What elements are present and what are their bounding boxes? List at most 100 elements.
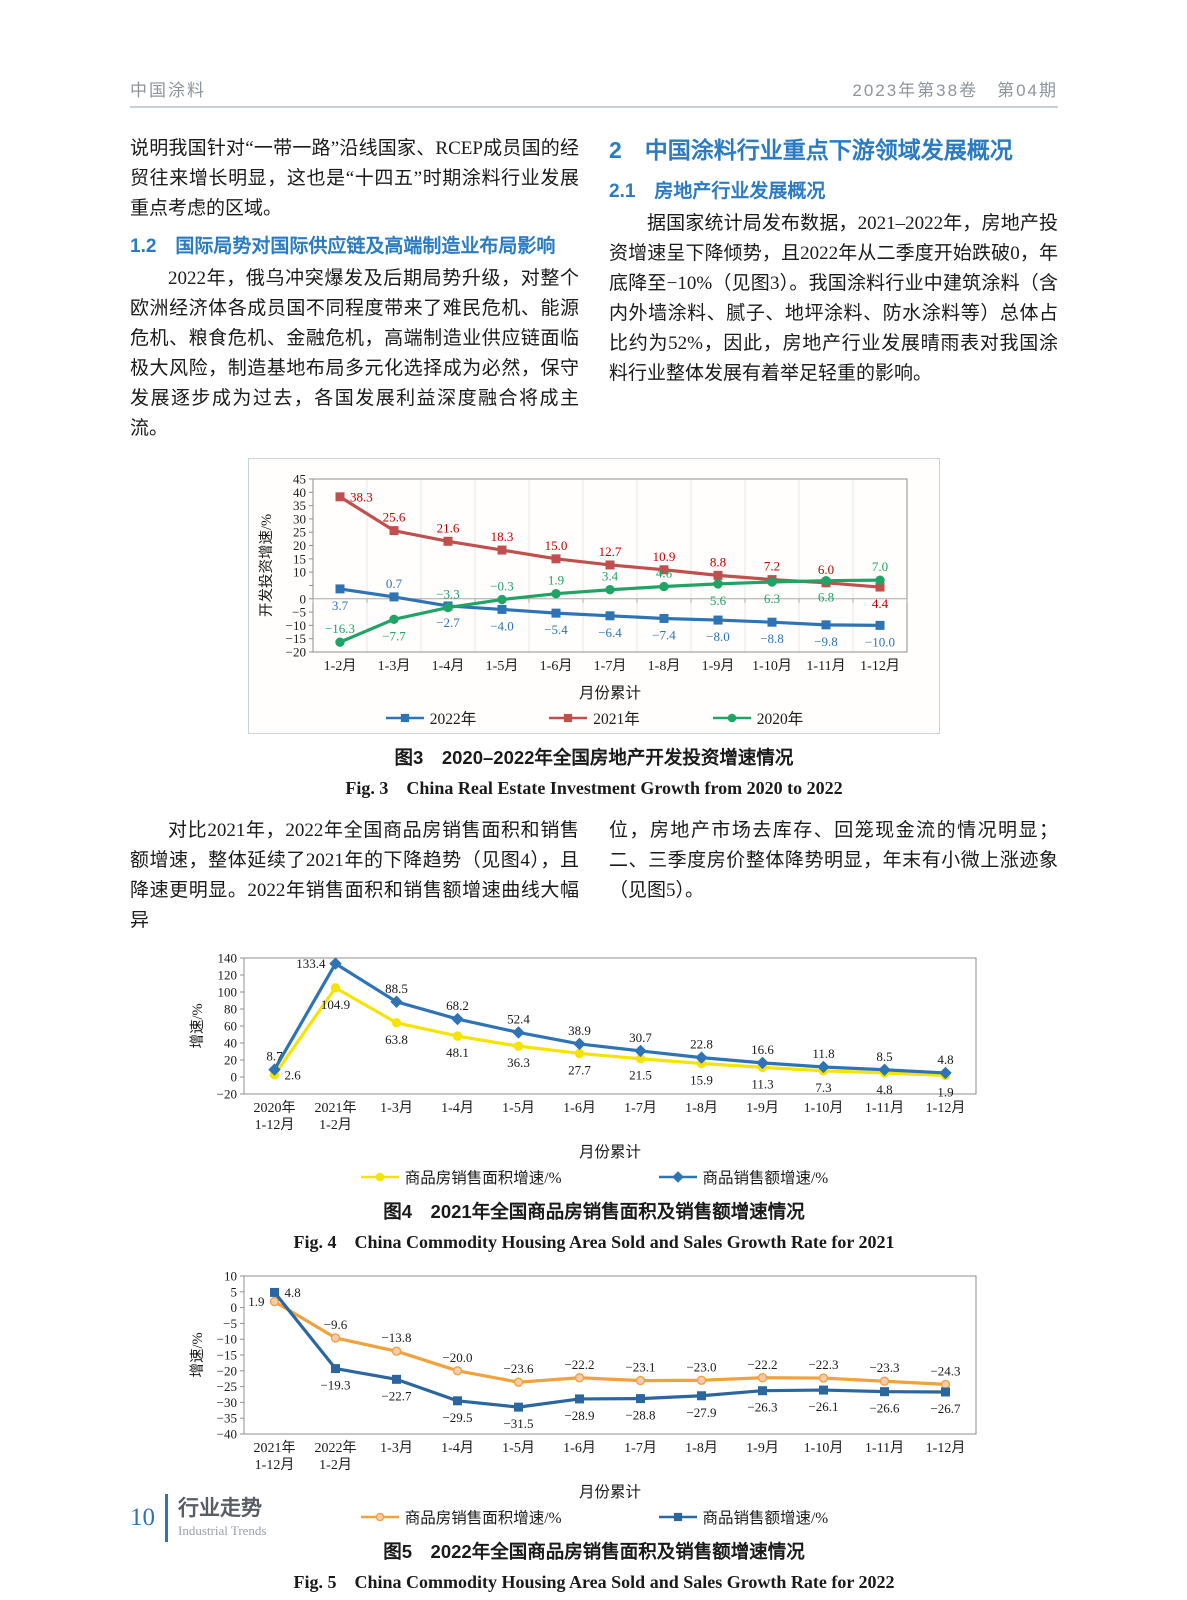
svg-text:−22.2: −22.2 (564, 1357, 594, 1372)
svg-text:增速/%: 增速/% (189, 1332, 206, 1377)
left-column: 说明我国针对“一带一路”沿线国家、RCEP成员国的经贸往来增长明显，这也是“十四… (130, 134, 579, 444)
svg-text:−8.8: −8.8 (760, 631, 784, 646)
legend-label: 商品销售额增速/% (702, 1170, 829, 1187)
svg-text:1.9: 1.9 (548, 573, 564, 588)
svg-text:1-3月: 1-3月 (378, 658, 411, 674)
svg-text:11.3: 11.3 (751, 1076, 773, 1091)
legend-label: 2022年 (429, 711, 477, 728)
legend-marker-icon (385, 713, 424, 723)
svg-text:1-6月: 1-6月 (563, 1440, 596, 1456)
svg-text:48.1: 48.1 (446, 1045, 469, 1060)
svg-text:−9.8: −9.8 (814, 634, 838, 649)
svg-text:68.2: 68.2 (446, 998, 469, 1013)
svg-text:4.8: 4.8 (876, 1082, 892, 1097)
figure-3-legend: 2022年 2021年 2020年 (257, 707, 931, 729)
svg-text:80: 80 (224, 1002, 237, 1017)
svg-text:38.3: 38.3 (350, 489, 373, 504)
figure-5-chart: −40 −35 −30 −25 −20 −15 −10 −5 0 5 10 2021年 1-12月 202… (188, 1264, 998, 1502)
svg-text:104.9: 104.9 (321, 997, 350, 1012)
svg-text:40: 40 (293, 485, 306, 500)
svg-text:1-12月: 1-12月 (926, 1440, 966, 1456)
svg-text:−7.4: −7.4 (652, 627, 676, 642)
figure-3-caption: 图3 2020–2022年全国房地产开发投资增速情况 Fig. 3 China … (248, 744, 940, 800)
svg-text:88.5: 88.5 (385, 981, 408, 996)
svg-text:1-4月: 1-4月 (441, 1440, 474, 1456)
legend-label: 商品房销售面积增速/% (404, 1170, 562, 1187)
svg-text:20: 20 (224, 1053, 237, 1068)
footer-section-en: Industrial Trends (178, 1522, 267, 1538)
svg-text:1-7月: 1-7月 (624, 1100, 657, 1116)
line-chart-svg: −20 0 20 40 60 80 100 120 140 2020年 1-12月 2021年 1-2月… (189, 951, 977, 1161)
svg-text:−30: −30 (217, 1395, 237, 1410)
svg-text:36.3: 36.3 (507, 1055, 530, 1070)
svg-text:52.4: 52.4 (507, 1011, 530, 1026)
svg-text:−24.3: −24.3 (930, 1363, 960, 1378)
body-columns: 对比2021年，2022年全国商品房销售面积和销售额增速，整体延续了2021年的… (130, 816, 1058, 936)
svg-text:−35: −35 (217, 1411, 237, 1426)
figure-caption-en: Fig. 3 China Real Estate Investment Grow… (345, 778, 843, 798)
svg-text:8.7: 8.7 (266, 1049, 283, 1064)
svg-text:16.6: 16.6 (751, 1042, 774, 1057)
svg-text:1-10月: 1-10月 (804, 1440, 844, 1456)
svg-text:−10.0: −10.0 (865, 634, 895, 649)
svg-text:−16.3: −16.3 (325, 621, 355, 636)
svg-text:−20.0: −20.0 (442, 1350, 472, 1365)
svg-text:4.4: 4.4 (872, 596, 889, 611)
svg-text:4.8: 4.8 (937, 1052, 953, 1067)
page-number: 10 (130, 1504, 155, 1531)
svg-text:1-6月: 1-6月 (540, 658, 573, 674)
svg-text:−20: −20 (217, 1087, 237, 1102)
svg-text:−27.9: −27.9 (686, 1405, 716, 1420)
legend-item: 2020年 (712, 707, 804, 729)
svg-text:120: 120 (218, 968, 238, 983)
svg-text:−0.3: −0.3 (490, 579, 514, 594)
svg-text:100: 100 (218, 985, 238, 1000)
section-heading-1-2: 1.2 国际局势对国际供应链及高端制造业布局影响 (130, 236, 556, 257)
page-footer: 10 行业走势 Industrial Trends (130, 1494, 266, 1542)
legend-marker-icon (549, 713, 588, 723)
svg-text:月份累计: 月份累计 (579, 1143, 641, 1161)
svg-text:1-4月: 1-4月 (441, 1100, 474, 1116)
svg-text:1-11月: 1-11月 (806, 658, 845, 674)
svg-text:−20: −20 (286, 645, 306, 660)
issue-info: 2023年第38卷 第04期 (852, 81, 1058, 100)
footer-divider (165, 1494, 168, 1542)
legend-label: 商品销售额增速/% (702, 1510, 829, 1527)
svg-text:1-12月: 1-12月 (860, 658, 900, 674)
page-header: 中国涂料 2023年第38卷 第04期 (130, 76, 1058, 101)
svg-text:1-8月: 1-8月 (685, 1440, 718, 1456)
svg-text:−26.6: −26.6 (869, 1401, 900, 1416)
section-heading-2-1: 2.1 房地产行业发展概况 (609, 181, 826, 202)
svg-text:4.8: 4.8 (285, 1285, 301, 1300)
svg-text:−22.3: −22.3 (808, 1357, 838, 1372)
svg-text:1-8月: 1-8月 (685, 1100, 718, 1116)
svg-text:1-5月: 1-5月 (502, 1440, 535, 1456)
svg-text:1-11月: 1-11月 (865, 1440, 904, 1456)
svg-text:1-7月: 1-7月 (594, 658, 627, 674)
svg-text:−25: −25 (217, 1379, 237, 1394)
figure-5: −40 −35 −30 −25 −20 −15 −10 −5 0 5 10 2021年 1-12月 202… (188, 1264, 1000, 1594)
legend-item: 商品房销售面积增速/% (360, 1166, 562, 1188)
paragraph: 2022年，俄乌冲突爆发及后期局势升级，对整个欧洲经济体各成员国不同程度带来了难… (130, 268, 579, 439)
svg-text:2.6: 2.6 (285, 1067, 302, 1082)
legend-label: 2020年 (756, 711, 804, 728)
svg-text:−22.7: −22.7 (381, 1388, 412, 1403)
paragraph: 对比2021年，2022年全国商品房销售面积和销售额增速，整体延续了2021年的… (130, 820, 579, 931)
body-columns: 说明我国针对“一带一路”沿线国家、RCEP成员国的经贸往来增长明显，这也是“十四… (130, 134, 1058, 444)
legend-item: 2022年 (385, 707, 477, 729)
svg-text:1-5月: 1-5月 (486, 658, 519, 674)
figure-5-legend: 商品房销售面积增速/% 商品销售额增速/% (188, 1506, 1000, 1528)
svg-text:22.8: 22.8 (690, 1037, 713, 1052)
svg-text:1-9月: 1-9月 (746, 1440, 779, 1456)
footer-section: 行业走势 Industrial Trends (178, 1497, 266, 1538)
figure-caption-en: Fig. 5 China Commodity Housing Area Sold… (293, 1572, 895, 1592)
svg-text:−23.1: −23.1 (625, 1360, 655, 1375)
svg-text:1-9月: 1-9月 (746, 1100, 779, 1116)
svg-text:−5: −5 (292, 605, 306, 620)
svg-text:−3.3: −3.3 (436, 587, 460, 602)
svg-text:−10: −10 (286, 618, 306, 633)
svg-text:1-3月: 1-3月 (380, 1100, 413, 1116)
